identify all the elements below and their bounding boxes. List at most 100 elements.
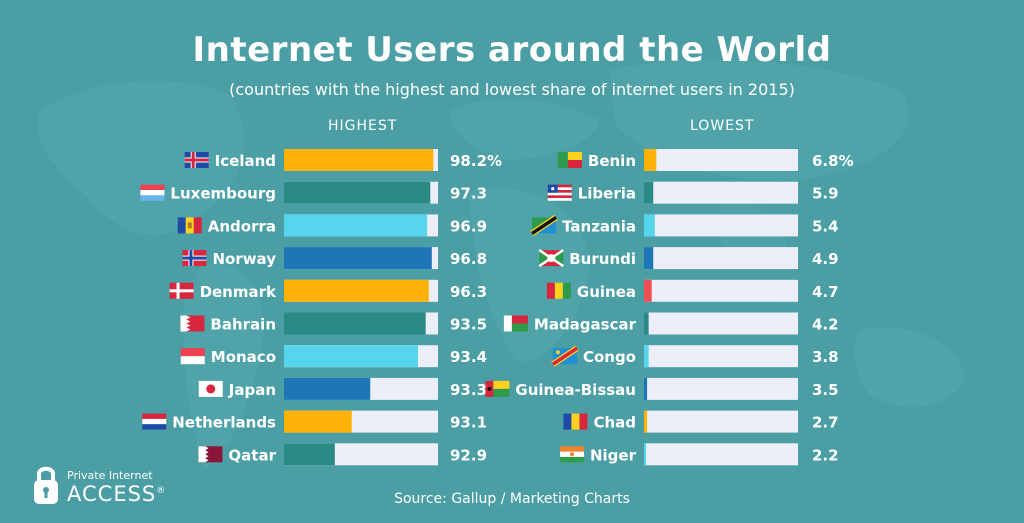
value-label-madagascar: 4.2 — [812, 316, 839, 334]
congo-flag-icon — [551, 345, 579, 367]
bahrain-flag-icon — [180, 315, 205, 332]
value-label-netherlands: 93.1 — [450, 414, 487, 432]
lock-icon — [34, 466, 58, 504]
value-label-benin: 6.8% — [812, 152, 854, 170]
category-label-liberia: Liberia — [578, 185, 636, 203]
value-label-monaco: 93.4 — [450, 348, 487, 366]
netherlands-flag-icon — [142, 413, 167, 430]
bar-denmark — [284, 279, 429, 302]
value-label-congo: 3.8 — [812, 348, 839, 366]
japan-flag-icon — [198, 380, 223, 397]
lowest-column-header: LOWEST — [690, 118, 755, 134]
burundi-flag-icon — [538, 249, 564, 268]
value-label-qatar: 92.9 — [450, 446, 487, 464]
bar-track-burundi — [644, 247, 798, 270]
category-label-tanzania: Tanzania — [562, 217, 636, 235]
value-label-luxembourg: 97.3 — [450, 185, 487, 203]
value-label-japan: 93.3 — [450, 381, 487, 399]
highest-column-header: HIGHEST — [328, 118, 398, 134]
benin-flag-icon — [557, 152, 582, 168]
value-label-chad: 2.7 — [812, 414, 839, 432]
category-label-netherlands: Netherlands — [172, 414, 276, 432]
bar-netherlands — [284, 410, 352, 433]
bar-japan — [284, 377, 371, 400]
chart-subtitle: (countries with the highest and lowest s… — [229, 80, 795, 99]
category-label-japan: Japan — [228, 381, 276, 399]
bar-track-guinea-bissau — [644, 377, 798, 400]
bar-madagascar — [644, 312, 649, 335]
monaco-flag-icon — [180, 348, 205, 365]
category-label-denmark: Denmark — [200, 283, 277, 301]
bar-iceland — [284, 149, 434, 171]
bar-qatar — [284, 443, 335, 466]
chart-title: Internet Users around the World — [192, 30, 832, 70]
value-label-bahrain: 93.5 — [450, 316, 487, 334]
bar-guinea — [644, 279, 652, 302]
bar-norway — [284, 247, 432, 270]
category-label-benin: Benin — [588, 152, 636, 170]
chad-flag-icon — [563, 413, 588, 430]
value-label-niger: 2.2 — [812, 446, 839, 464]
luxembourg-flag-icon — [140, 184, 165, 201]
andorra-flag-icon — [177, 217, 202, 234]
value-label-iceland: 98.2% — [450, 152, 502, 170]
guinea-bissau-flag-icon — [485, 380, 510, 397]
brand-logo: Private Internet ACCESS® — [30, 461, 190, 511]
category-label-guinea: Guinea — [577, 283, 636, 301]
bar-track-chad — [644, 410, 798, 433]
category-label-andorra: Andorra — [208, 217, 276, 235]
category-label-guinea-bissau: Guinea-Bissau — [515, 381, 636, 399]
category-label-bahrain: Bahrain — [210, 316, 276, 334]
bar-track-niger — [644, 443, 798, 466]
category-label-burundi: Burundi — [569, 250, 636, 268]
iceland-flag-icon — [184, 152, 209, 168]
category-label-congo: Congo — [583, 348, 636, 366]
category-label-monaco: Monaco — [211, 348, 276, 366]
value-label-denmark: 96.3 — [450, 283, 487, 301]
bar-track-liberia — [644, 181, 798, 204]
category-label-qatar: Qatar — [228, 446, 276, 464]
guinea-flag-icon — [546, 282, 571, 299]
value-label-andorra: 96.9 — [450, 217, 487, 235]
bar-track-guinea — [644, 279, 798, 302]
tanzania-flag-icon — [530, 214, 558, 236]
liberia-flag-icon — [547, 184, 572, 201]
madagascar-flag-icon — [503, 315, 528, 332]
bar-guinea-bissau — [644, 377, 648, 400]
value-label-liberia: 5.9 — [812, 185, 839, 203]
bar-track-madagascar — [644, 312, 798, 335]
bar-bahrain — [284, 312, 426, 335]
bar-liberia — [644, 181, 654, 204]
bar-chad — [644, 410, 648, 433]
category-label-norway: Norway — [212, 250, 276, 268]
category-label-iceland: Iceland — [215, 152, 276, 170]
category-label-chad: Chad — [593, 414, 636, 432]
category-label-luxembourg: Luxembourg — [170, 185, 276, 203]
bar-track-benin — [644, 149, 798, 171]
logo-text-main: ACCESS® — [67, 482, 167, 506]
norway-flag-icon — [182, 250, 207, 267]
category-label-madagascar: Madagascar — [534, 316, 637, 334]
niger-flag-icon — [559, 446, 584, 463]
bar-benin — [644, 149, 657, 171]
bar-andorra — [284, 214, 428, 237]
logo-text-top: Private Internet — [67, 469, 153, 482]
bar-niger — [644, 443, 646, 466]
category-label-niger: Niger — [590, 446, 637, 464]
value-label-guinea-bissau: 3.5 — [812, 381, 839, 399]
bar-monaco — [284, 345, 418, 368]
value-label-burundi: 4.9 — [812, 250, 839, 268]
value-label-guinea: 4.7 — [812, 283, 839, 301]
qatar-flag-icon — [198, 446, 223, 463]
bar-luxembourg — [284, 181, 431, 204]
value-label-norway: 96.8 — [450, 250, 487, 268]
value-label-tanzania: 5.4 — [812, 217, 839, 235]
source-note: Source: Gallup / Marketing Charts — [394, 491, 630, 507]
bar-tanzania — [644, 214, 655, 237]
denmark-flag-icon — [169, 282, 194, 299]
bar-congo — [644, 345, 649, 368]
bar-track-congo — [644, 345, 798, 368]
bar-track-tanzania — [644, 214, 798, 237]
